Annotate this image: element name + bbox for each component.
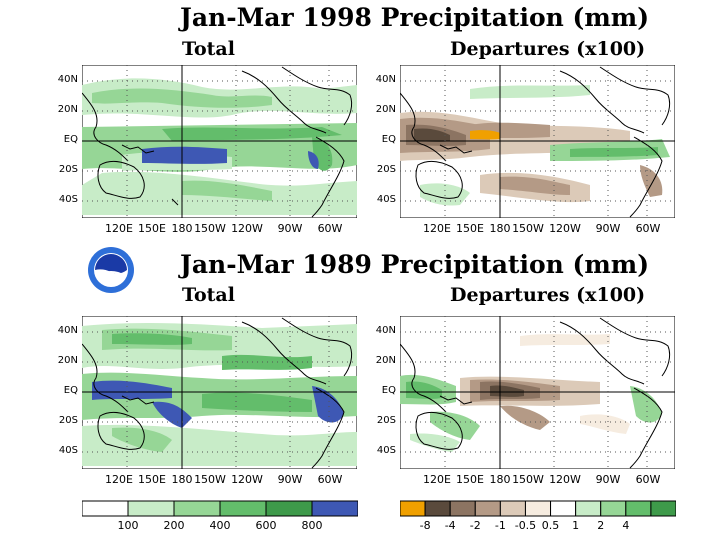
lon-tick-label: 120E — [423, 222, 451, 235]
lat-tick-label: 20S — [58, 164, 78, 175]
lon-tick-label: 180 — [489, 222, 511, 235]
lat-tick-label: 40S — [376, 445, 396, 456]
colorbar-tick-label: 0.5 — [541, 519, 560, 532]
lat-tick-label: 20S — [376, 415, 396, 426]
map-panel-1989-total — [82, 316, 357, 469]
map-panel-1989-departures — [400, 316, 675, 469]
lat-tick-label: 20N — [375, 104, 396, 115]
colorbar-swatch — [625, 500, 652, 517]
colorbar-swatch — [82, 500, 129, 517]
colorbar-tick-label: 200 — [163, 519, 185, 532]
lat-tick-label: EQ — [381, 385, 396, 396]
lat-tick-label: 40S — [58, 194, 78, 205]
lon-tick-label: 120E — [105, 473, 133, 486]
lon-tick-label: 180 — [171, 222, 193, 235]
lon-tick-label: 120E — [423, 473, 451, 486]
lon-tick-label: 150E — [456, 222, 484, 235]
lat-tick-label: 40N — [375, 74, 396, 85]
colorbar-swatch — [449, 500, 476, 517]
lat-tick-label: 20N — [57, 104, 78, 115]
colorbar-tick-label: -0.5 — [514, 519, 537, 532]
colorbar-swatch — [173, 500, 221, 517]
lon-tick-label: 120W — [231, 222, 263, 235]
map-panel-1998-departures — [400, 65, 675, 218]
lat-tick-label: 20S — [58, 415, 78, 426]
title-1989: Jan-Mar 1989 Precipitation (mm) — [180, 250, 650, 279]
colorbar-total — [82, 500, 358, 517]
lon-tick-label: 60W — [635, 473, 661, 486]
colorbar-swatch — [499, 500, 526, 517]
lon-tick-label: 60W — [317, 473, 343, 486]
lon-tick-label: 180 — [489, 473, 511, 486]
lon-tick-label: 120W — [231, 473, 263, 486]
lon-tick-label: 120W — [549, 222, 581, 235]
lat-tick-label: 40N — [57, 325, 78, 336]
precip-map-1998-departures — [400, 65, 675, 218]
lat-tick-label: 20S — [376, 164, 396, 175]
colorbar-swatch — [265, 500, 313, 517]
lat-tick-label: 40S — [376, 194, 396, 205]
colorbar-tick-label: -4 — [444, 519, 456, 532]
lat-tick-label: EQ — [381, 134, 396, 145]
precip-map-1989-total — [82, 316, 357, 469]
lon-tick-label: 150E — [138, 473, 166, 486]
lon-tick-label: 90W — [595, 222, 621, 235]
colorbar-swatch — [311, 500, 358, 517]
colorbar-swatch — [127, 500, 175, 517]
colorbar-tick-label: 600 — [255, 519, 277, 532]
lon-tick-label: 90W — [277, 473, 303, 486]
precip-map-1998-total — [82, 65, 357, 218]
lat-tick-label: 20N — [375, 355, 396, 366]
lat-tick-label: 40N — [375, 325, 396, 336]
colorbar-swatch — [575, 500, 602, 517]
colorbar-tick-label: 100 — [117, 519, 139, 532]
colorbar-tick-label: 4 — [622, 519, 630, 532]
colorbar-tick-label: 400 — [209, 519, 231, 532]
colorbar-swatch — [474, 500, 501, 517]
lat-tick-label: EQ — [63, 385, 78, 396]
colorbar-tick-label: -8 — [419, 519, 431, 532]
lon-tick-label: 120E — [105, 222, 133, 235]
lon-tick-label: 180 — [171, 473, 193, 486]
lat-tick-label: EQ — [63, 134, 78, 145]
lat-tick-label: 40S — [58, 445, 78, 456]
colorbar-swatch — [400, 500, 426, 517]
lat-tick-label: 20N — [57, 355, 78, 366]
lon-tick-label: 90W — [277, 222, 303, 235]
colorbar-departures — [400, 500, 676, 517]
subtitle-departures-1998: Departures (x100) — [450, 38, 646, 60]
colorbar-swatch — [650, 500, 676, 517]
lon-tick-label: 150W — [194, 473, 226, 486]
colorbar-swatch — [524, 500, 552, 517]
lat-tick-label: 40N — [57, 74, 78, 85]
lon-tick-label: 60W — [635, 222, 661, 235]
colorbar-swatch — [219, 500, 267, 517]
map-panel-1998-total — [82, 65, 357, 218]
lon-tick-label: 150W — [512, 473, 544, 486]
colorbar-tick-label: 2 — [597, 519, 605, 532]
colorbar-tick-label: 1 — [572, 519, 580, 532]
subtitle-total-1989: Total — [182, 284, 235, 306]
lon-tick-label: 90W — [595, 473, 621, 486]
lon-tick-label: 60W — [317, 222, 343, 235]
lon-tick-label: 150E — [456, 473, 484, 486]
colorbar-swatch — [600, 500, 627, 517]
lon-tick-label: 120W — [549, 473, 581, 486]
colorbar-swatch — [550, 500, 577, 517]
colorbar-swatch — [424, 500, 451, 517]
title-1998: Jan-Mar 1998 Precipitation (mm) — [180, 3, 650, 32]
lon-tick-label: 150W — [194, 222, 226, 235]
subtitle-departures-1989: Departures (x100) — [450, 284, 646, 306]
subtitle-total-1998: Total — [182, 38, 235, 60]
colorbar-tick-label: -2 — [469, 519, 481, 532]
lon-tick-label: 150W — [512, 222, 544, 235]
colorbar-tick-label: -1 — [494, 519, 506, 532]
colorbar-tick-label: 800 — [301, 519, 323, 532]
lon-tick-label: 150E — [138, 222, 166, 235]
noaa-logo-icon — [88, 247, 134, 293]
precip-map-1989-departures — [400, 316, 675, 469]
